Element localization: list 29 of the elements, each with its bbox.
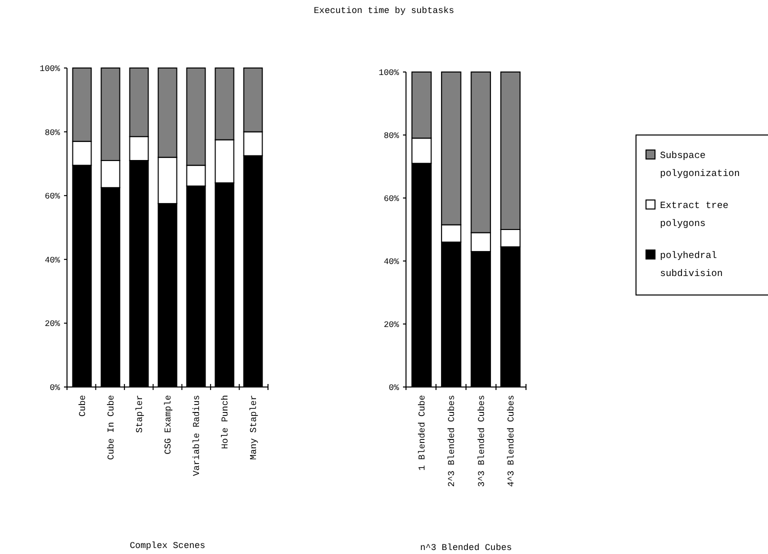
x-axis-title: n^3 Blended Cubes bbox=[420, 543, 512, 553]
y-tick-label: 40% bbox=[384, 257, 400, 267]
x-tick-label: Stapler bbox=[134, 395, 145, 433]
y-tick-label: 0% bbox=[388, 383, 400, 393]
y-tick-label: 100% bbox=[40, 64, 61, 74]
y-tick-label: 0% bbox=[50, 383, 61, 393]
x-tick-label: Many Stapler bbox=[249, 395, 260, 460]
y-tick-label: 80% bbox=[44, 128, 61, 138]
x-tick-label: 1 Blended Cube bbox=[418, 395, 428, 471]
x-axis-title: Complex Scenes bbox=[130, 541, 206, 551]
legend-label: polyhedral subdivision bbox=[660, 250, 723, 279]
chart-title: Execution time by subtasks bbox=[314, 6, 454, 16]
y-tick-label: 20% bbox=[384, 320, 400, 330]
legend-label: Extract tree polygons bbox=[660, 200, 729, 229]
x-tick-label: 4^3 Blended Cubes bbox=[506, 395, 516, 487]
y-tick-label: 100% bbox=[378, 68, 400, 78]
x-tick-label: Cube bbox=[78, 395, 88, 417]
y-tick-label: 60% bbox=[384, 194, 400, 204]
x-tick-label: 2^3 Blended Cubes bbox=[447, 395, 458, 487]
y-tick-label: 60% bbox=[44, 192, 61, 202]
x-tick-label: Cube In Cube bbox=[106, 395, 116, 460]
x-tick-label: Hole Punch bbox=[220, 395, 231, 450]
legend-label: Subspace polygonization bbox=[660, 150, 740, 179]
x-tick-label: 3^3 Blended Cubes bbox=[476, 395, 487, 487]
y-tick-label: 40% bbox=[44, 255, 61, 266]
y-tick-label: 80% bbox=[384, 131, 400, 141]
x-tick-label: CSG Example bbox=[164, 395, 174, 454]
y-tick-label: 20% bbox=[44, 319, 61, 330]
x-tick-label: Variable Radius bbox=[192, 395, 202, 476]
